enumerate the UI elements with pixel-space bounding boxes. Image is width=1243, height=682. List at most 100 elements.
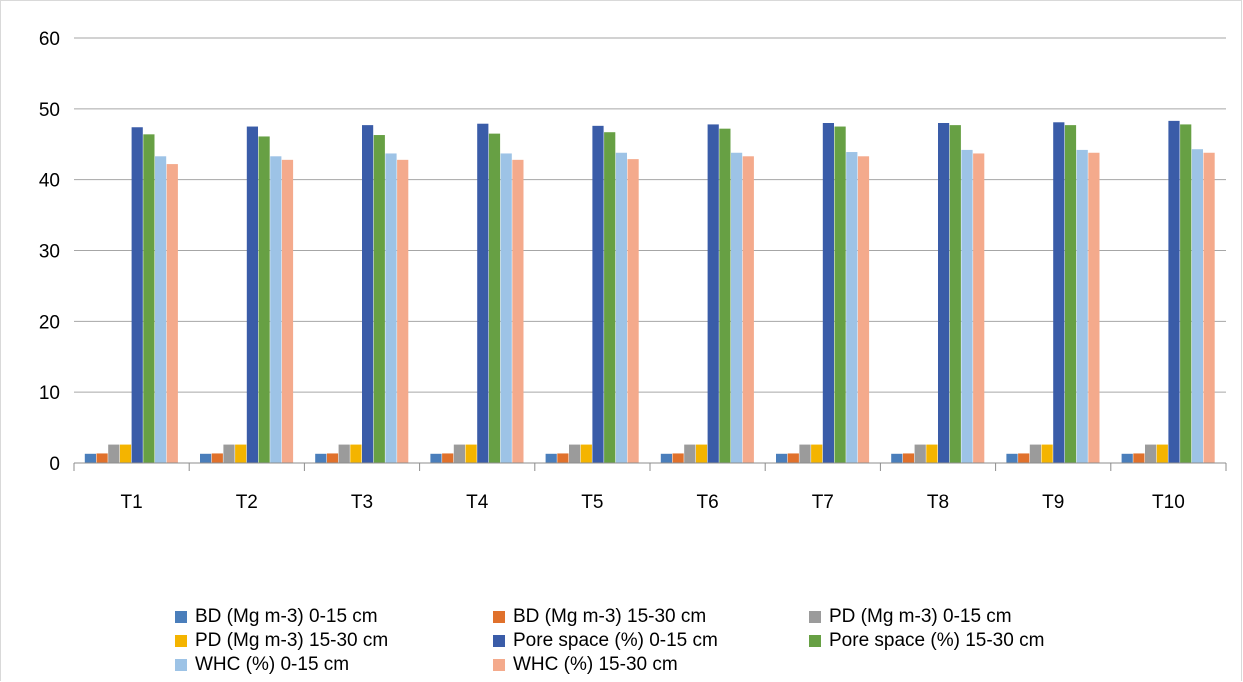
bar [1121, 453, 1133, 463]
bar [926, 444, 938, 463]
bar [1018, 453, 1030, 463]
legend-label: PD (Mg m-3) 15-30 cm [195, 630, 389, 651]
bar [108, 444, 120, 463]
y-tick-label: 10 [39, 383, 60, 404]
bar [811, 444, 823, 463]
bars [84, 120, 1215, 464]
bar [1064, 125, 1077, 463]
bar [155, 156, 167, 463]
bar [1076, 149, 1088, 463]
bar [660, 453, 672, 463]
bar [569, 444, 581, 463]
bar [1053, 122, 1065, 464]
x-tick-label: T8 [927, 492, 949, 513]
bar [776, 453, 788, 463]
bar [834, 126, 846, 464]
bar [373, 135, 385, 463]
bar [223, 444, 235, 463]
bar [719, 128, 731, 463]
bar [799, 444, 811, 463]
bar [857, 156, 870, 463]
bar [119, 444, 132, 463]
legend-item: Pore space (%) 15-30 cm [809, 630, 1044, 652]
bar [211, 453, 223, 463]
y-tick-label: 50 [39, 100, 60, 121]
bar [846, 152, 858, 463]
legend-item: BD (Mg m-3) 0-15 cm [175, 606, 378, 628]
bar [615, 152, 627, 463]
bar [902, 453, 915, 463]
bar [580, 444, 592, 463]
bar [96, 453, 108, 463]
legend-swatch [809, 611, 821, 623]
bar [592, 125, 604, 463]
bar [1191, 149, 1203, 464]
bar [914, 444, 926, 463]
bar [235, 444, 247, 463]
x-tick-label: T4 [466, 492, 489, 513]
bar [949, 125, 961, 463]
bar [430, 453, 442, 463]
legend-swatch [493, 611, 505, 623]
x-axis-ticks: T1 T2 T3 T4 T5 T6 T7 T8 T9 T10 [121, 492, 1185, 513]
bar [1145, 444, 1157, 463]
legend-label: WHC (%) 15-30 cm [513, 654, 678, 675]
legend-swatch [493, 659, 505, 671]
legend-label: BD (Mg m-3) 0-15 cm [195, 606, 378, 627]
legend-swatch [175, 659, 187, 671]
bar [362, 125, 374, 463]
bar [465, 444, 477, 463]
bar [281, 159, 294, 464]
bar [500, 153, 512, 464]
x-axis [73, 462, 1227, 471]
y-tick-label: 0 [49, 454, 60, 475]
bar [512, 159, 524, 464]
bar [1029, 444, 1041, 463]
bar [557, 453, 569, 463]
bar [938, 123, 950, 463]
bar [397, 159, 409, 464]
legend-swatch [493, 635, 505, 647]
y-axis-ticks: 0 10 20 30 40 50 60 [39, 29, 60, 475]
bar [488, 133, 501, 463]
legend-label: PD (Mg m-3) 0-15 cm [829, 606, 1012, 627]
bar [166, 164, 178, 464]
legend-swatch [175, 635, 187, 647]
bar [246, 126, 258, 464]
y-tick-label: 40 [39, 171, 60, 192]
bar [1133, 453, 1145, 463]
bar [1088, 152, 1100, 463]
bar [1203, 152, 1215, 463]
bar [707, 124, 719, 464]
legend-item: PD (Mg m-3) 0-15 cm [809, 606, 1012, 628]
bar [684, 444, 696, 463]
bar [1180, 124, 1192, 464]
bar [604, 132, 616, 464]
legend-label: WHC (%) 0-15 cm [195, 654, 350, 675]
bar [200, 453, 212, 463]
x-tick-label: T6 [697, 492, 719, 513]
bar [1006, 453, 1018, 463]
bar [891, 453, 903, 463]
legend-item: BD (Mg m-3) 15-30 cm [493, 606, 706, 628]
legend-label: Pore space (%) 0-15 cm [513, 630, 718, 651]
bar [131, 127, 143, 463]
x-tick-label: T7 [812, 492, 834, 513]
bar [338, 444, 350, 463]
bar [742, 156, 754, 463]
bar [385, 153, 397, 464]
x-tick-label: T9 [1042, 492, 1064, 513]
bar [1041, 444, 1053, 463]
bar [1168, 120, 1180, 463]
x-tick-label: T10 [1152, 492, 1185, 513]
legend-label: Pore space (%) 15-30 cm [829, 630, 1045, 651]
x-tick-label: T5 [581, 492, 603, 513]
bar [545, 453, 557, 463]
x-tick-label: T2 [236, 492, 258, 513]
bar [84, 453, 96, 463]
bar [315, 453, 327, 463]
bar [442, 453, 454, 463]
x-tick-label: T3 [351, 492, 373, 513]
